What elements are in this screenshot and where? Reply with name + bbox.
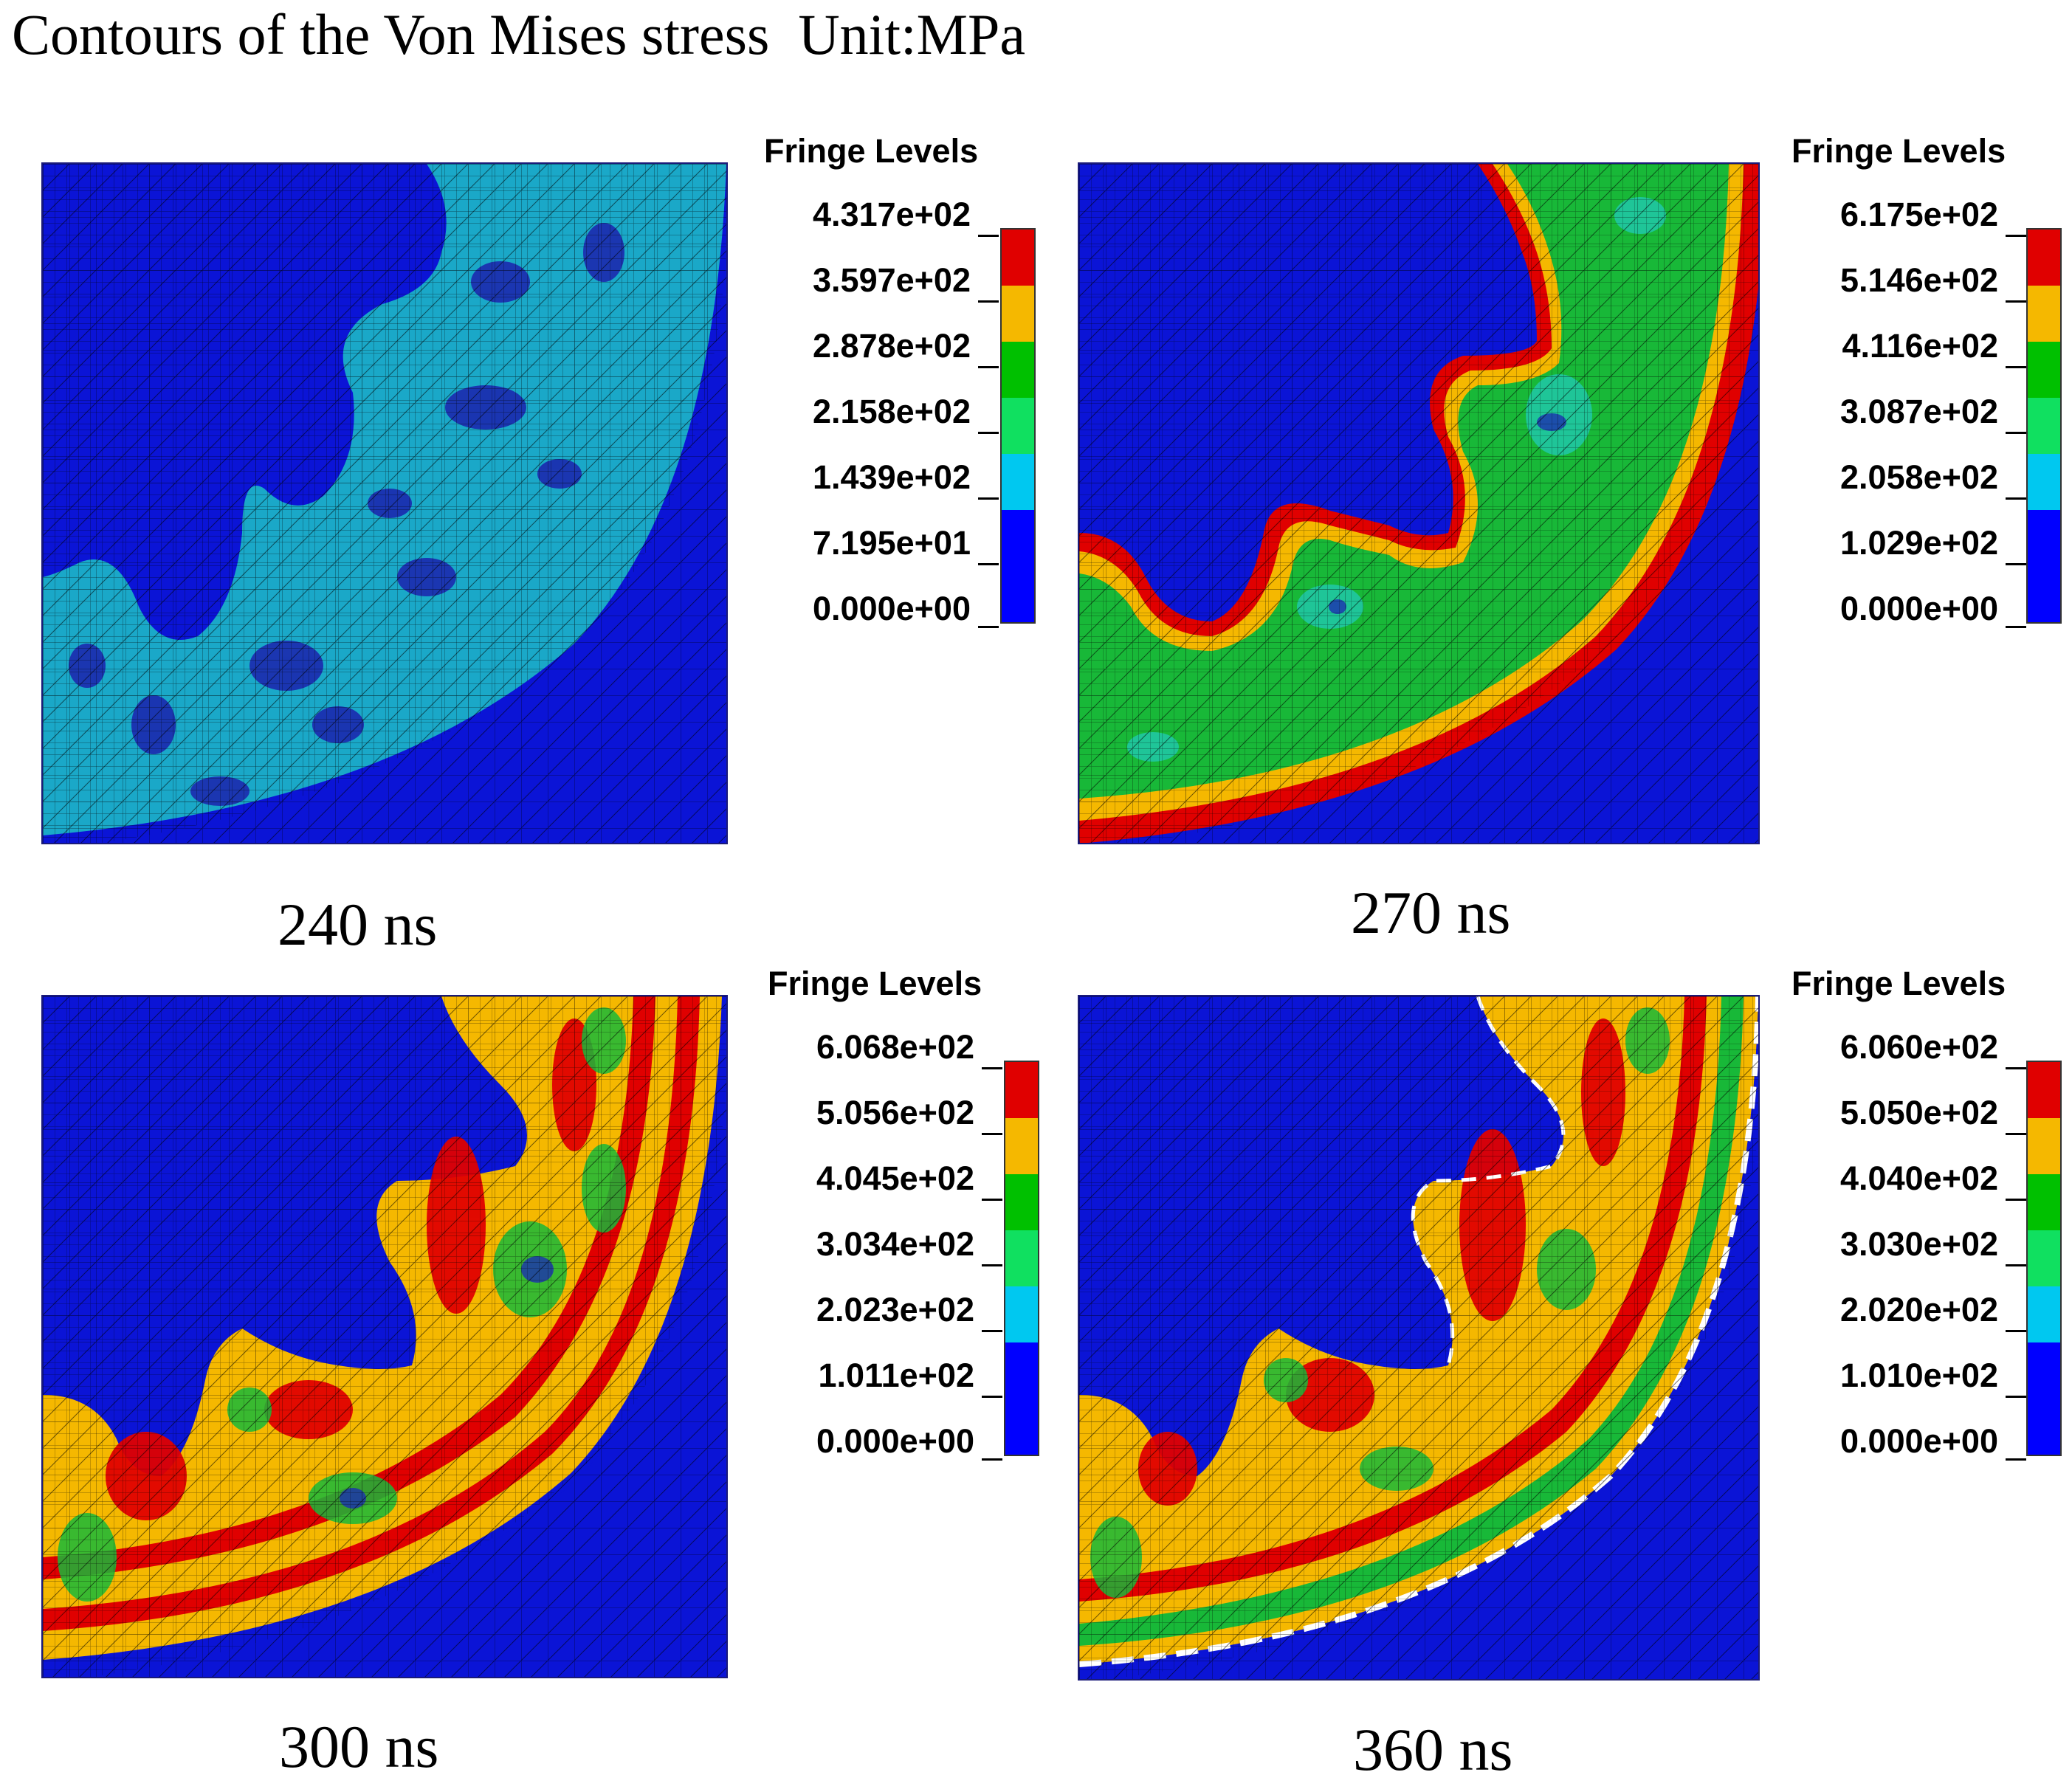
fringe-level-label: 5.146e+02: [1840, 261, 1998, 299]
fringe-colorbar: [1004, 1061, 1039, 1456]
fringe-level-label: 1.010e+02: [1840, 1357, 1998, 1394]
contour-plot-360ns: [1078, 995, 1760, 1681]
fringe-level-label: 0.000e+00: [816, 1422, 974, 1460]
fringe-colorbar: [2026, 1061, 2062, 1456]
fringe-level-label: 6.060e+02: [1840, 1028, 1998, 1066]
fringe-level-label: 1.011e+02: [818, 1357, 975, 1394]
fringe-colorbar: [2026, 228, 2062, 624]
fringe-level-label: 2.058e+02: [1840, 458, 1998, 496]
fringe-level-label: 6.175e+02: [1840, 196, 1998, 233]
fringe-level-label: 2.023e+02: [816, 1291, 974, 1328]
fringe-level-label: 2.020e+02: [1840, 1291, 1998, 1328]
fringe-level-label: 3.030e+02: [1840, 1225, 1998, 1263]
time-label: 240 ns: [278, 891, 438, 958]
page-title: Contours of the Von Mises stress Unit:MP…: [12, 2, 1026, 66]
fringe-level-label: 7.195e+01: [813, 524, 971, 562]
fringe-levels-title: Fringe Levels: [1792, 132, 2006, 170]
fringe-level-label: 4.317e+02: [813, 196, 971, 233]
fringe-level-label: 5.050e+02: [1840, 1094, 1998, 1131]
fringe-colorbar: [1000, 228, 1036, 624]
fringe-level-label: 4.116e+02: [1842, 327, 1999, 365]
fringe-levels-title: Fringe Levels: [1792, 965, 2006, 1002]
fringe-level-label: 4.040e+02: [1840, 1159, 1998, 1197]
time-label: 270 ns: [1351, 879, 1511, 946]
fringe-level-label: 5.056e+02: [816, 1094, 974, 1131]
fringe-level-label: 0.000e+00: [813, 590, 971, 627]
fringe-levels-title: Fringe Levels: [764, 132, 979, 170]
fringe-level-label: 2.158e+02: [813, 393, 971, 430]
fringe-levels-title: Fringe Levels: [768, 965, 982, 1002]
fringe-level-label: 3.597e+02: [813, 261, 971, 299]
time-label: 360 ns: [1353, 1716, 1513, 1783]
fringe-level-label: 0.000e+00: [1840, 1422, 1998, 1460]
fringe-level-label: 3.087e+02: [1840, 393, 1998, 430]
fringe-level-label: 3.034e+02: [816, 1225, 974, 1263]
time-label: 300 ns: [279, 1713, 439, 1780]
fringe-level-label: 1.439e+02: [813, 458, 971, 496]
fringe-level-label: 2.878e+02: [813, 327, 971, 365]
contour-plot-240ns: [41, 162, 728, 844]
contour-plot-270ns: [1078, 162, 1760, 844]
fringe-level-label: 6.068e+02: [816, 1028, 974, 1066]
contour-plot-300ns: [41, 995, 728, 1678]
fringe-level-label: 0.000e+00: [1840, 590, 1998, 627]
fringe-level-label: 1.029e+02: [1840, 524, 1998, 562]
fringe-level-label: 4.045e+02: [816, 1159, 974, 1197]
